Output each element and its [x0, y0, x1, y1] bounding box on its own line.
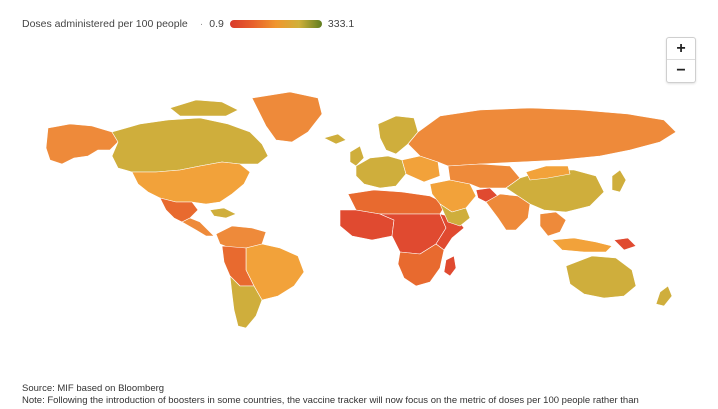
legend-title: Doses administered per 100 people	[22, 18, 188, 30]
region-usa[interactable]	[131, 161, 251, 205]
legend-color-bar	[229, 20, 322, 28]
legend: Doses administered per 100 people · 0.9 …	[22, 16, 354, 32]
zoom-out-button[interactable]: −	[676, 62, 686, 79]
zoom-control: + −	[666, 37, 696, 83]
region-chile-argentina[interactable]	[229, 275, 263, 329]
region-south-asia[interactable]	[485, 193, 531, 231]
zoom-divider	[667, 59, 695, 60]
source-text: Source: MIF based on Bloomberg	[22, 383, 165, 394]
world-map	[0, 80, 718, 330]
region-greenland[interactable]	[251, 91, 323, 143]
legend-max: 333.1	[327, 18, 355, 30]
region-madagascar[interactable]	[443, 255, 457, 277]
region-new-zealand[interactable]	[655, 285, 673, 307]
region-southeast-asia[interactable]	[539, 211, 567, 237]
region-australia[interactable]	[565, 255, 637, 299]
footer: Source: MIF based on Bloomberg Note: Fol…	[22, 383, 639, 407]
region-alaska[interactable]	[45, 123, 119, 165]
region-iceland[interactable]	[323, 133, 347, 145]
legend-separator: ·	[199, 18, 204, 30]
region-arabia[interactable]	[439, 203, 471, 227]
region-japan[interactable]	[611, 169, 627, 193]
region-russia[interactable]	[407, 107, 677, 167]
region-papua-new-guinea[interactable]	[613, 237, 637, 251]
region-southern-africa[interactable]	[397, 243, 445, 287]
region-central-america[interactable]	[181, 217, 215, 237]
region-mongolia[interactable]	[525, 165, 571, 181]
region-indonesia[interactable]	[551, 237, 613, 253]
zoom-in-button[interactable]: +	[676, 40, 686, 57]
legend-min: 0.9	[209, 18, 224, 30]
region-canada[interactable]	[111, 117, 269, 173]
region-north-africa[interactable]	[347, 189, 447, 215]
note-text: Note: Following the introduction of boos…	[22, 395, 639, 406]
region-western-europe[interactable]	[355, 155, 407, 189]
region-uk[interactable]	[349, 145, 365, 167]
region-arctic-islands[interactable]	[169, 99, 239, 117]
region-caribbean[interactable]	[209, 207, 237, 219]
